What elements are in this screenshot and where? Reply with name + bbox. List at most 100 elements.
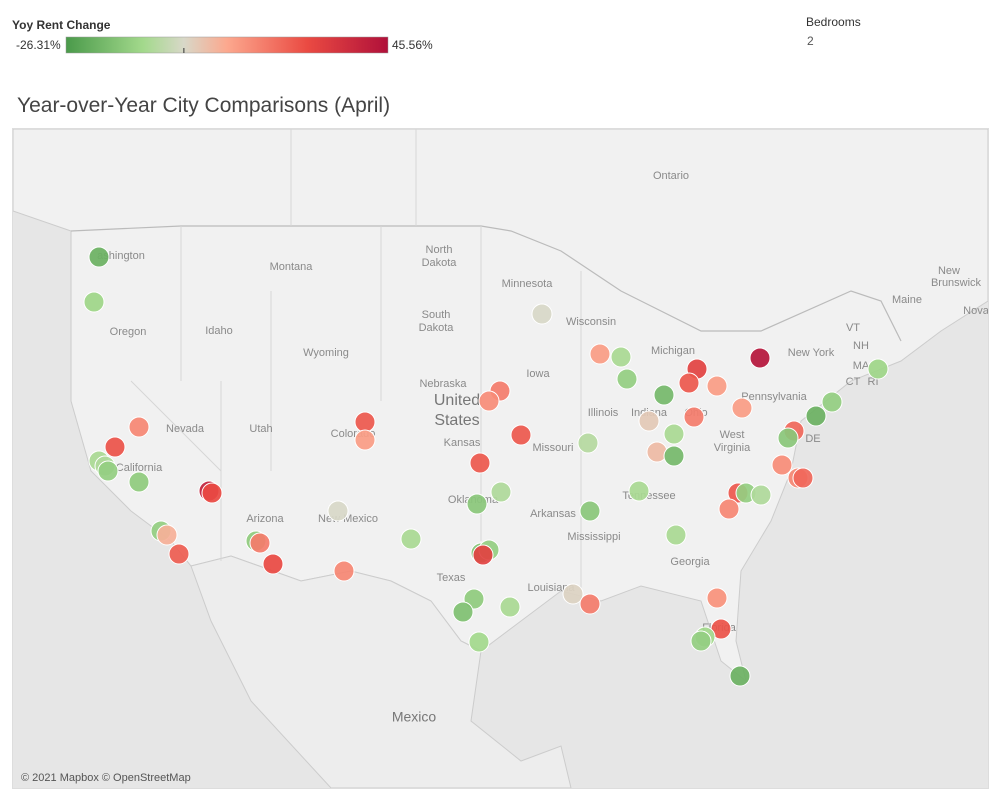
city-marker[interactable] [653,384,675,406]
city-marker[interactable] [452,601,474,623]
place-label: Iowa [526,368,550,380]
city-marker[interactable] [168,543,190,565]
city-marker[interactable] [97,460,119,482]
city-marker[interactable] [128,416,150,438]
place-label: New Mexico [318,513,378,525]
city-marker[interactable] [683,406,705,428]
city-marker[interactable] [663,423,685,445]
city-marker[interactable] [333,560,355,582]
city-marker[interactable] [83,291,105,313]
place-label: Utah [249,423,272,435]
city-marker[interactable] [354,411,376,433]
legend-min: -26.31% [16,38,61,52]
city-marker[interactable] [249,532,271,554]
city-marker[interactable] [88,246,110,268]
place-label: West [720,429,745,441]
city-marker[interactable] [805,405,827,427]
place-label: Montana [270,261,314,273]
city-marker[interactable] [156,524,178,546]
city-marker[interactable] [327,500,349,522]
page-title: Year-over-Year City Comparisons (April) [17,94,391,117]
place-label: Nevada [166,423,205,435]
place-label: Kansas [444,437,481,449]
city-marker[interactable] [665,524,687,546]
place-label: Maine [892,294,922,306]
city-marker[interactable] [731,397,753,419]
city-marker[interactable] [718,498,740,520]
city-marker[interactable] [510,424,532,446]
place-label: MA [853,360,870,372]
city-marker[interactable] [201,482,223,504]
city-marker[interactable] [792,467,814,489]
legend-title: Yoy Rent Change [12,18,111,32]
city-marker[interactable] [589,343,611,365]
city-marker[interactable] [749,347,771,369]
city-marker[interactable] [771,454,793,476]
place-label: Wyoming [303,347,349,359]
city-marker[interactable] [579,500,601,522]
city-marker[interactable] [472,544,494,566]
city-marker[interactable] [577,432,599,454]
city-marker[interactable] [610,346,632,368]
place-label: States [434,412,479,429]
city-marker[interactable] [531,303,553,325]
city-marker[interactable] [777,427,799,449]
place-label: Pennsylvania [741,391,807,403]
city-marker[interactable] [499,596,521,618]
place-label: Arizona [246,513,284,525]
place-label: Virginia [714,442,751,454]
city-marker[interactable] [128,471,150,493]
city-marker[interactable] [616,368,638,390]
filter-value[interactable]: 2 [807,34,814,48]
city-marker[interactable] [354,429,376,451]
city-marker[interactable] [262,553,284,575]
place-label: Dakota [419,322,455,334]
city-marker[interactable] [867,358,889,380]
city-marker[interactable] [478,390,500,412]
land-mexico [190,555,572,788]
place-label: NH [853,340,869,352]
place-label: CT [846,376,861,388]
place-label: RI [868,376,879,388]
place-label: California [116,462,163,474]
place-label: United [434,392,480,409]
city-marker[interactable] [750,484,772,506]
city-marker[interactable] [706,587,728,609]
city-marker[interactable] [490,481,512,503]
place-label: Oregon [110,326,147,338]
place-label: New [938,265,960,277]
city-marker[interactable] [104,436,126,458]
place-label: Mississippi [567,531,620,543]
place-label: Mexico [392,709,437,725]
city-marker[interactable] [562,583,584,605]
filter-title: Bedrooms [806,15,861,29]
place-label: Dakota [422,257,458,269]
map[interactable]: OntarioashingtonMontanaNorthDakotaMinnes… [12,128,989,789]
city-marker[interactable] [469,452,491,474]
place-label: Brunswick [931,277,982,289]
city-marker[interactable] [678,372,700,394]
place-label: Michigan [651,345,695,357]
place-label: Minnesota [502,278,554,290]
legend-gradient [65,36,389,54]
city-marker[interactable] [468,631,490,653]
city-marker[interactable] [729,665,751,687]
city-marker[interactable] [663,445,685,467]
city-marker[interactable] [706,375,728,397]
place-label: Nova [963,305,989,317]
city-marker[interactable] [690,630,712,652]
city-marker[interactable] [466,493,488,515]
place-label: New York [788,347,835,359]
place-label: Texas [437,572,466,584]
legend-bar [65,36,389,54]
place-label: Illinois [588,407,619,419]
city-marker[interactable] [628,480,650,502]
place-label: Idaho [205,325,233,337]
city-marker[interactable] [400,528,422,550]
city-marker[interactable] [579,593,601,615]
city-marker[interactable] [821,391,843,413]
city-marker[interactable] [638,410,660,432]
place-label: Wisconsin [566,316,616,328]
place-label: DE [805,433,820,445]
